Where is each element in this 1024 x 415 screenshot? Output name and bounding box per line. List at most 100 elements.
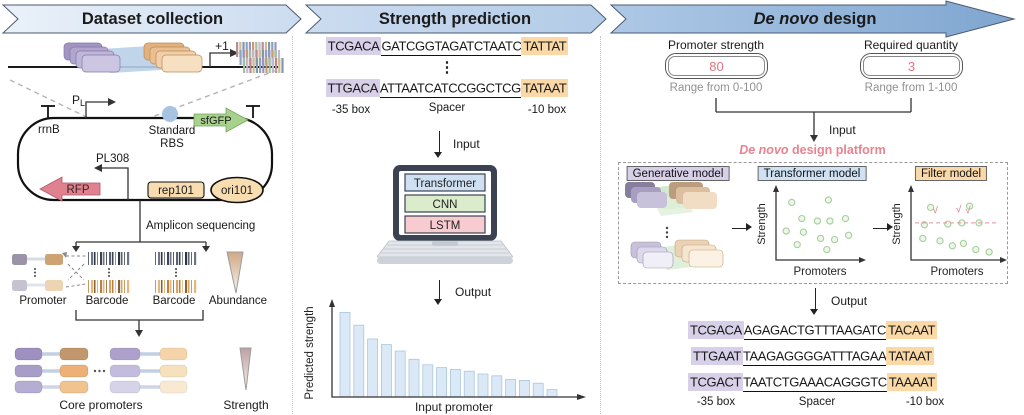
output-arrow (434, 280, 445, 305)
merge-bracket-arrow (135, 330, 143, 337)
minus35-box-label: -35 box (696, 396, 736, 408)
minus10-box-seq: TACAAT (886, 320, 937, 339)
input-arrow (434, 131, 445, 158)
ori101-ellipse (210, 176, 264, 204)
spacer-seq: TAATCTGAAACAGGGTC (743, 372, 887, 392)
laptop-trackpad (432, 241, 458, 246)
banner-title-de-novo-design: De novo design (753, 10, 877, 28)
standard-rbs-label-line2: RBS (160, 138, 184, 150)
flow-arrow-1 (732, 223, 752, 234)
banner-segment-3 (609, 0, 1016, 38)
barcode-col-label-2: Barcode (153, 295, 196, 307)
barcode-block-2-bottom (155, 280, 197, 293)
promoter-sequence-row: TTGACA ATTAATCATCCGGCTCG TATAAT (293, 78, 601, 98)
cnn-model-box (404, 194, 486, 213)
spacer-seq: ATTAATCATCCGGCTCG (379, 78, 521, 98)
dashed-arrow-head (62, 252, 67, 258)
pl308-promoter-arrow-head (94, 164, 102, 172)
barcode-block-1-top (88, 252, 130, 265)
filter-scatter-plot: √ √ √ Strength Promoters (891, 185, 1007, 278)
promoter-library-stack (63, 42, 121, 73)
promoter-strength-input-label: Promoter strength (667, 38, 765, 52)
pl308-label: PL308 (96, 153, 129, 165)
barcode-block-2-top (155, 252, 197, 265)
predicted-strength-chart: Predicted strength Input promoter (304, 299, 586, 414)
amplicon-bracket (75, 241, 207, 247)
output-arrow (810, 288, 821, 315)
scatter-x-label: Promoters (930, 266, 983, 278)
transformer-model-chip: Transformer model (757, 166, 867, 181)
rfp-gene-arrow (39, 176, 101, 202)
standard-rbs-label-line1: Standard (149, 125, 196, 137)
minus35-box-seq: TCGACA (688, 320, 744, 339)
flow-arrow-2 (873, 223, 893, 234)
abundance-col-label: Abundance (209, 295, 267, 307)
promoter-strength-value: 80 (668, 56, 765, 76)
scatter-y-label: Strength (756, 203, 768, 245)
required-quantity-value: 3 (863, 56, 960, 76)
required-quantity-input-label: Required quantity (863, 38, 959, 52)
minus10-box-seq: TATAAT (886, 346, 934, 365)
amplicon-sequencing-label: Amplicon sequencing (146, 220, 255, 232)
lstm-model-box (404, 215, 486, 234)
minus35-box-seq: TCGACA (325, 36, 382, 55)
pl-promoter-label: PL (72, 93, 85, 108)
tss-arrow-head (230, 49, 239, 57)
output-label: Output (831, 294, 868, 308)
input-bracket (715, 98, 912, 142)
promoter-pair-icons (12, 254, 63, 291)
strength-label: Strength (223, 398, 268, 412)
output-label: Output (455, 285, 492, 299)
dataset-collection-panel: +1 rrnB PL Standard RBS sfGFP PL308 RFP … (8, 40, 284, 412)
minus35-box-seq: TCGACT (688, 372, 744, 391)
chart-axes (331, 304, 580, 398)
minus35-box-seq: TTGAAT (691, 346, 743, 365)
panel-divider-2 (600, 36, 601, 414)
required-quantity-range-hint: Range from 1-100 (864, 82, 958, 94)
designed-sequence-row: TCGACT TAATCTGAAACAGGGTC TAAAAT (601, 372, 1024, 392)
chart-x-axis-label: Input promoter (415, 400, 493, 414)
de-novo-design-panel: Promoter strength Required quantity 80 3… (601, 36, 1024, 415)
pl308-promoter-arrow (102, 167, 129, 200)
minus10-box-label: -10 box (905, 396, 945, 408)
spacer-seq: GATCGGTAGATCTAATC (381, 36, 522, 56)
core-promoters-label: Core promoters (59, 398, 142, 412)
designed-sequence-row: TCGACA AGAGACTGTTTAAGATC TACAAT (601, 320, 1024, 340)
promoter-strength-input[interactable]: 80 (665, 53, 768, 79)
spacer-seq: TAAGAGGGGATTTAGAA (742, 346, 887, 366)
required-quantity-input[interactable]: 3 (860, 53, 963, 79)
panel-divider-1 (292, 36, 293, 414)
rbs-dot (162, 106, 178, 122)
spacer-seq: AGAGACTGTTTAAGATC (743, 320, 886, 340)
terminator-right-icon (246, 105, 260, 118)
lstm-model-label: LSTM (430, 220, 461, 232)
rep101-box (147, 181, 205, 199)
designed-sequence-row: TTGAAT TAAGAGGGGATTTAGAA TATAAT (601, 346, 1024, 366)
rfp-label: RFP (67, 184, 90, 196)
promoter-strength-range-hint: Range from 0-100 (669, 82, 763, 94)
filter-model-chip: Filter model (914, 166, 988, 181)
transformer-model-box (404, 173, 486, 192)
scatter-points (919, 202, 993, 256)
generated-promoter-stacks (625, 182, 724, 270)
input-label: Input (829, 123, 856, 137)
rep101-label: rep101 (158, 185, 194, 197)
minus10-box-seq: TATAAT (520, 78, 569, 97)
barcode-cluster (236, 42, 284, 73)
svg-text:√: √ (933, 206, 939, 217)
spacer-label: Spacer (798, 396, 836, 408)
scatter-x-label: Promoters (793, 266, 846, 278)
strength-gradient-triangle (239, 347, 252, 391)
barcode-vdots (108, 268, 177, 277)
merge-bracket (75, 310, 204, 331)
bar-series (339, 311, 558, 398)
minus35-box-label: -35 box (331, 104, 371, 116)
workflow-banner (1, 0, 1016, 38)
promoter-sequence-row: TCGACA GATCGGTAGATCTAATC TATTAT (293, 36, 601, 56)
prediction-laptop: Transformer CNN LSTM (377, 165, 513, 264)
transformer-scatter-plot: Strength Promoters (756, 185, 866, 278)
minus10-box-seq: TATTAT (521, 36, 569, 55)
minus10-box-label: -10 box (527, 104, 567, 116)
banner-segment-2 (304, 4, 607, 34)
